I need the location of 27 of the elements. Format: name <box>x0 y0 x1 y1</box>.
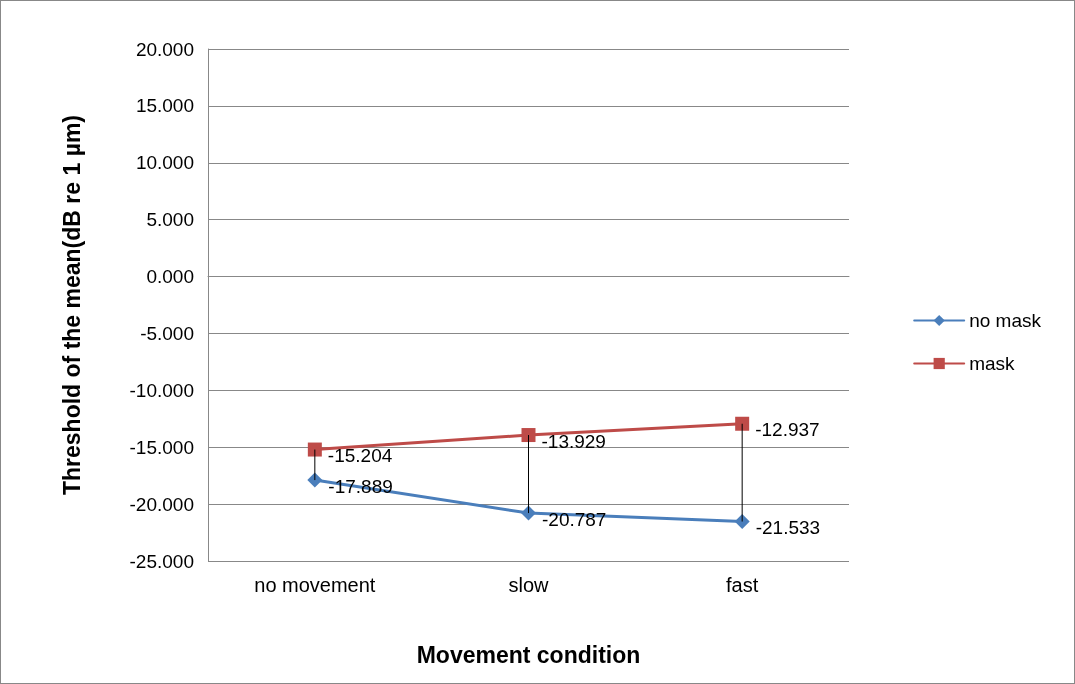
y-axis-title: Threshold of the mean(dB re 1 µm) <box>58 114 85 496</box>
y-tick-label: 15.000 <box>135 95 194 117</box>
point <box>521 428 536 443</box>
x-tick-label: slow <box>508 574 550 596</box>
point <box>307 472 323 488</box>
y-tick-label: -15.000 <box>129 436 194 458</box>
data-label: -21.533 <box>755 517 821 539</box>
y-tick-label: 20.000 <box>135 38 194 60</box>
y-tick-label: -5.000 <box>140 322 194 344</box>
y-tick-label: -25.000 <box>129 550 194 572</box>
legend-label: mask <box>969 353 1016 374</box>
data-label: -13.929 <box>541 430 606 452</box>
point <box>307 442 322 457</box>
y-tick-label: -20.000 <box>129 493 194 515</box>
point <box>734 514 750 530</box>
x-tick-label: fast <box>726 574 759 596</box>
y-tick-label: -10.000 <box>129 379 194 401</box>
data-label: -15.204 <box>327 445 393 467</box>
point <box>521 505 536 521</box>
y-tick-label: 0.000 <box>146 266 194 288</box>
y-tick-label: 5.000 <box>146 209 194 231</box>
legend-label: no mask <box>969 310 1042 331</box>
data-label: -12.937 <box>755 419 820 441</box>
y-tick-label: 10.000 <box>135 152 194 174</box>
point <box>735 416 750 431</box>
x-axis-title: Movement condition <box>416 641 641 668</box>
x-tick-label: no movement <box>254 574 376 596</box>
